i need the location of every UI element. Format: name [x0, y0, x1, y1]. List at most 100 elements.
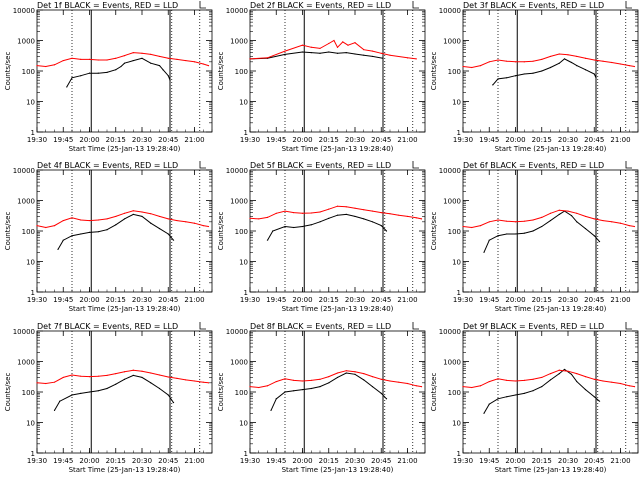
series-line-black [54, 374, 174, 411]
data-point-black [558, 62, 560, 64]
data-point-red [611, 61, 613, 64]
data-point-red [207, 382, 210, 384]
data-point-red [333, 39, 335, 42]
panel-det-5: Det 5f BLACK = Events, RED = LLD 1 10 100 10… [217, 161, 426, 313]
data-point-red [158, 374, 161, 376]
data-point-red [266, 216, 269, 218]
data-point-black [71, 235, 73, 237]
data-point-black [492, 84, 494, 86]
data-point-black [385, 398, 388, 400]
data-point-red [497, 378, 499, 380]
data-point-red [549, 212, 552, 214]
x-tick-label: 21:00 [184, 296, 204, 304]
data-point-black [598, 400, 601, 402]
data-point-black [363, 379, 365, 381]
data-point-black [88, 231, 91, 233]
y-axis-label: Counts/sec [430, 52, 438, 91]
data-point-red [167, 376, 169, 378]
series-line-black [492, 58, 597, 86]
data-point-red [532, 60, 534, 62]
x-tick-label: 20:30 [558, 296, 578, 304]
data-point-red [558, 53, 560, 55]
series-line-black [66, 57, 171, 88]
data-point-red [97, 59, 99, 61]
x-axis-label: Start Time (25-Jan-13 19:28:40) [69, 145, 181, 153]
data-point-black [336, 214, 339, 216]
x-tick-label: 19:30 [240, 136, 260, 144]
data-point-red [328, 42, 330, 45]
data-point-red [497, 219, 499, 221]
y-tick-label: 10000 [13, 167, 35, 175]
data-point-red [71, 217, 73, 219]
y-tick-label: 100 [235, 228, 248, 236]
data-point-red [345, 370, 347, 372]
y-axis-label: Counts/sec [4, 52, 12, 91]
x-tick-label: 20:15 [106, 457, 126, 465]
data-point-black [123, 218, 126, 220]
x-tick-label: 20:15 [319, 136, 339, 144]
y-tick-label: 1 [244, 129, 248, 137]
data-point-black [172, 239, 175, 241]
data-point-red [62, 219, 64, 222]
data-point-red [514, 221, 517, 223]
data-point-red [389, 54, 391, 56]
y-tick-label: 10000 [439, 7, 461, 15]
legend-glyph [199, 322, 206, 330]
data-point-black [532, 72, 534, 74]
x-tick-label: 19:45 [53, 296, 73, 304]
data-point-red [420, 386, 423, 388]
plot-frame [462, 9, 639, 133]
data-point-red [336, 46, 339, 48]
data-point-black [483, 251, 485, 253]
x-tick-label: 20:30 [558, 136, 578, 144]
x-tick-label: 19:45 [266, 457, 286, 465]
data-point-red [602, 60, 604, 62]
data-point-red [202, 225, 204, 227]
data-point-black [345, 213, 347, 216]
data-point-red [398, 381, 400, 383]
data-point-black [88, 72, 91, 74]
data-point-red [593, 378, 595, 380]
x-tick-label: 21:00 [397, 136, 417, 144]
y-tick-label: 1000 [230, 359, 248, 367]
legend-glyph [199, 161, 206, 169]
data-point-black [497, 235, 499, 237]
data-point-black [593, 73, 595, 75]
x-tick-label: 19:45 [479, 296, 499, 304]
y-tick-label: 100 [235, 389, 248, 397]
panel-title: Det 6f BLACK = Events, RED = LLD [463, 161, 604, 170]
x-tick-label: 19:45 [266, 296, 286, 304]
x-tick-label: 20:00 [79, 457, 99, 465]
data-point-black [132, 374, 134, 377]
data-point-red [328, 208, 330, 210]
data-point-red [567, 210, 569, 212]
data-point-red [506, 379, 508, 382]
x-tick-label: 20:15 [319, 457, 339, 465]
x-tick-label: 20:00 [79, 136, 99, 144]
x-tick-label: 20:45 [158, 296, 178, 304]
data-point-red [633, 225, 636, 228]
data-point-black [150, 382, 152, 384]
data-point-red [158, 215, 161, 218]
y-tick-label: 1000 [443, 198, 461, 206]
plot-frame [249, 169, 426, 293]
data-point-red [488, 61, 490, 63]
data-point-red [633, 65, 636, 68]
data-point-red [132, 210, 134, 212]
data-point-black [532, 390, 534, 392]
data-point-black [266, 239, 269, 241]
data-point-black [336, 376, 339, 379]
x-tick-label: 19:45 [479, 457, 499, 465]
y-tick-label: 10 [26, 259, 35, 267]
data-point-black [97, 72, 99, 74]
data-point-black [53, 409, 56, 411]
plot-frame [249, 9, 426, 133]
x-tick-label: 19:30 [240, 457, 260, 465]
x-tick-label: 19:45 [53, 136, 73, 144]
data-point-black [514, 394, 517, 396]
y-tick-label: 1000 [230, 198, 248, 206]
data-point-red [354, 42, 356, 44]
data-point-red [88, 375, 91, 378]
data-point-red [406, 382, 409, 385]
data-point-red [514, 380, 517, 382]
